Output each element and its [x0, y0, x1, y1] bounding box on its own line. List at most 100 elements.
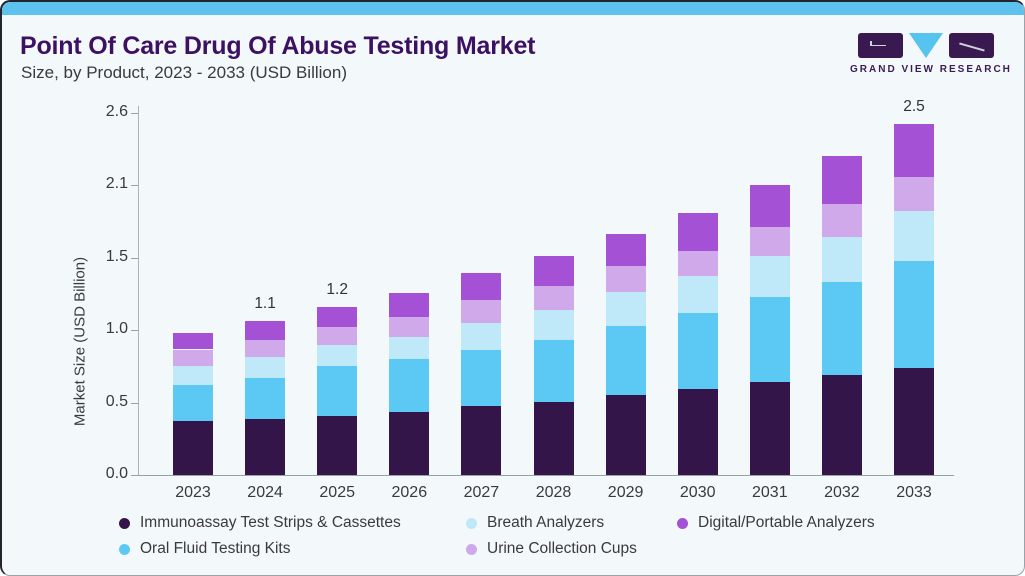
bar-segment [389, 293, 430, 318]
x-tick-label: 2023 [175, 484, 211, 501]
y-tick-mark [131, 475, 138, 476]
x-tick-label: 2027 [463, 484, 500, 501]
bar-segment [605, 291, 646, 326]
bar-segment [749, 381, 790, 475]
y-axis-line [138, 106, 139, 475]
bar-segment [173, 421, 213, 475]
bar-segment [677, 250, 718, 277]
page-title: Point Of Care Drug Of Abuse Testing Mark… [20, 32, 536, 60]
y-tick-label: 2.6 [105, 102, 128, 120]
x-tick-label: 2032 [824, 484, 860, 501]
bar-segment [245, 321, 286, 340]
bar-segment [317, 366, 358, 416]
x-axis-line [138, 475, 954, 476]
bar-segment [173, 349, 213, 367]
bar-segment [533, 256, 574, 287]
y-tick-mark [131, 402, 138, 404]
legend-dot [466, 518, 477, 529]
bar-segment [821, 204, 862, 237]
bar-total-label: 1.1 [254, 295, 276, 313]
bar-segment [245, 356, 286, 378]
bar-segment [533, 401, 574, 475]
legend-item-label: Breath Analyzers [487, 514, 605, 531]
logo-v-icon [909, 32, 943, 58]
bar-segment [389, 359, 430, 412]
y-tick-label: 0.0 [105, 465, 128, 482]
bar-segment [894, 177, 934, 212]
bar-segment [461, 349, 502, 406]
bar-segment [461, 273, 502, 301]
logo-shapes [850, 32, 1002, 58]
y-tick-label: 2.1 [105, 175, 128, 192]
bar-segment [821, 281, 862, 375]
bar-segment [749, 297, 790, 382]
bar-segment [894, 123, 934, 178]
bar-segment [461, 300, 502, 323]
bar-segment [389, 336, 430, 360]
bar-segment [461, 322, 502, 350]
x-tick-label: 2026 [391, 484, 428, 501]
top-accent-stripe [2, 2, 1024, 15]
bar-segment [894, 367, 934, 475]
legend-dot [119, 544, 130, 555]
bar-segment [894, 260, 934, 368]
y-tick-mark [131, 330, 138, 331]
bar-segment [245, 377, 286, 419]
bar-segment [245, 418, 286, 475]
bar-segment [677, 212, 718, 251]
legend-item-label: Urine Collection Cups [487, 540, 637, 557]
x-tick-label: 2024 [247, 484, 283, 501]
bar-segment [533, 286, 574, 311]
x-tick-label: 2031 [752, 484, 788, 501]
y-tick-mark [131, 257, 138, 259]
bar-segment [821, 374, 862, 475]
bar-segment [677, 276, 718, 313]
x-tick-label: 2029 [607, 484, 644, 501]
bar-segment [173, 332, 213, 350]
bar-segment [245, 339, 286, 357]
y-tick-mark [131, 112, 138, 114]
bar-segment [317, 307, 358, 327]
legend-dot [677, 518, 688, 529]
bar-total-label: 1.2 [326, 281, 348, 299]
y-tick-label: 1.0 [105, 320, 128, 337]
grand-view-research-logo: GRAND VIEW RESEARCH [850, 32, 1012, 75]
x-tick-label: 2028 [535, 484, 572, 501]
bar-segment [533, 310, 574, 340]
logo-r-icon [949, 32, 994, 58]
legend-item-label: Oral Fluid Testing Kits [140, 540, 291, 557]
bar-segment [749, 226, 790, 257]
bar-segment [605, 266, 646, 292]
x-tick-label: 2025 [319, 484, 355, 501]
bar-total-label: 2.5 [903, 97, 925, 115]
bar-segment [677, 312, 718, 389]
bar-segment [605, 394, 646, 475]
logo-wordmark: GRAND VIEW RESEARCH [850, 64, 1012, 75]
logo-g-icon [858, 32, 903, 58]
bar-segment [173, 366, 213, 385]
bar-segment [605, 233, 646, 267]
bar-segment [821, 156, 862, 205]
bar-segment [317, 415, 358, 475]
legend-item-label: Immunoassay Test Strips & Cassettes [140, 514, 401, 531]
bar-segment [605, 325, 646, 395]
bar-segment [317, 326, 358, 346]
bar-segment [894, 211, 934, 261]
y-tick-label: 0.5 [105, 392, 128, 410]
legend-item-label: Digital/Portable Analyzers [698, 514, 875, 531]
bar-segment [461, 405, 502, 475]
bar-segment [749, 256, 790, 298]
legend-dot [466, 544, 477, 555]
y-tick-label: 1.5 [105, 247, 128, 265]
bar-segment [533, 339, 574, 402]
bar-segment [389, 317, 430, 337]
y-tick-mark [131, 185, 138, 186]
bar-segment [821, 236, 862, 282]
bar-segment [317, 345, 358, 367]
legend-dot [119, 518, 130, 529]
bar-segment [389, 411, 430, 475]
bar-segment [749, 184, 790, 227]
bar-segment [677, 388, 718, 475]
